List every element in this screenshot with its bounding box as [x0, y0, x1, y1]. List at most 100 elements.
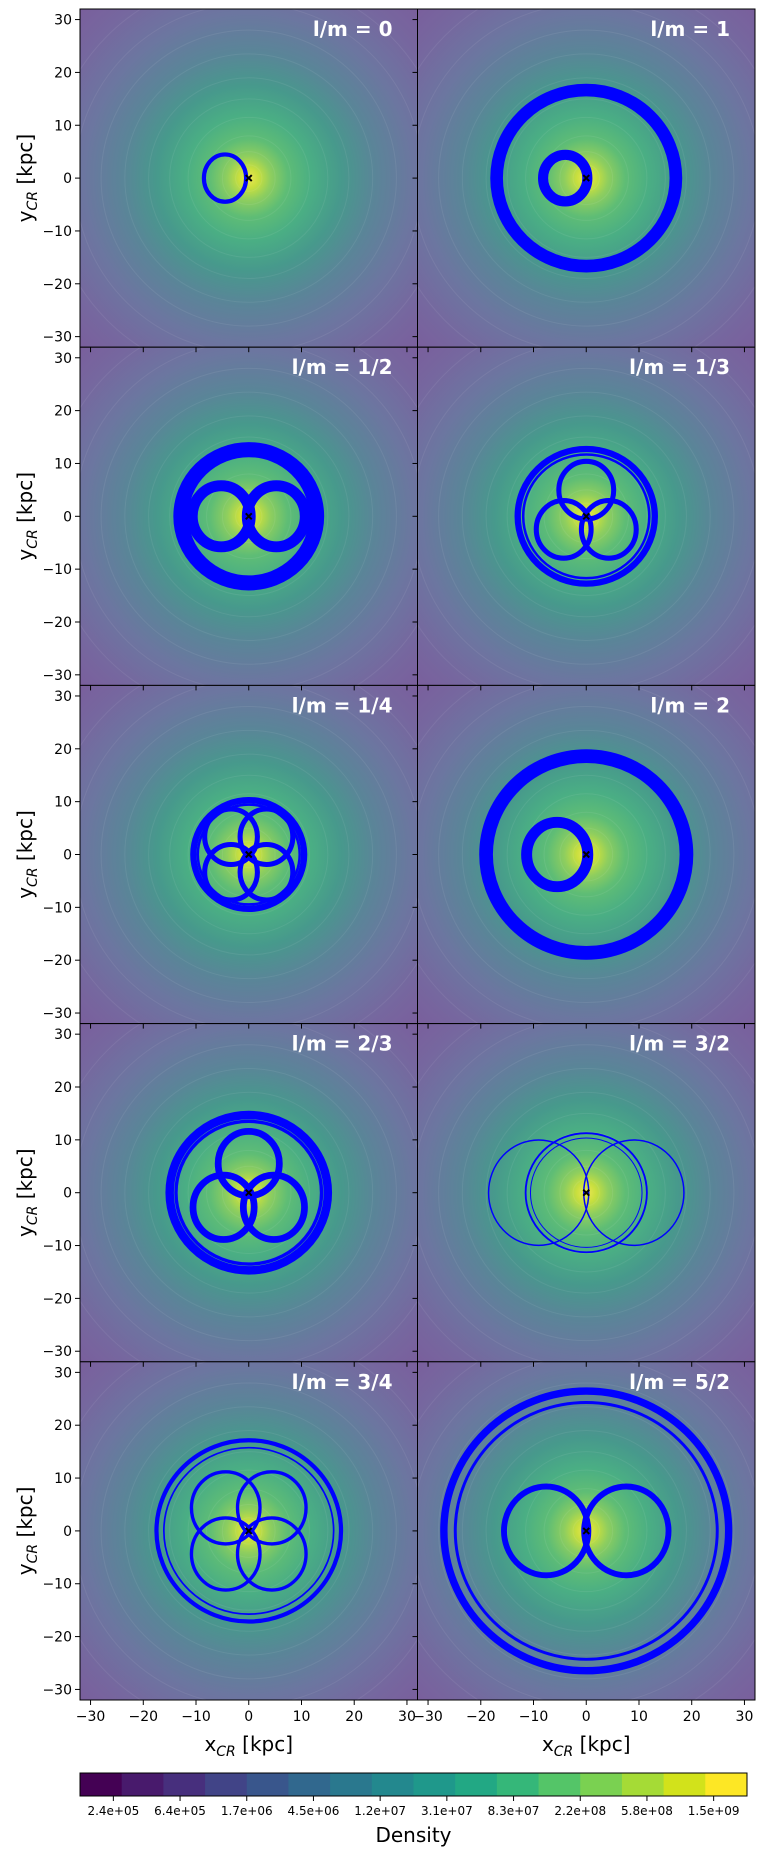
panel-label: l/m = 3/4: [292, 1370, 393, 1394]
panel-label: l/m = 2: [650, 693, 730, 717]
contour-level: [221, 151, 276, 206]
y-tick-label: 20: [54, 1080, 72, 1096]
orbit-trace: [154, 1438, 344, 1624]
contour-level: [124, 729, 374, 980]
orbit-loop: [578, 497, 639, 561]
y-axis-label: yCR [kpc]: [13, 810, 41, 899]
y-tick-label: −30: [42, 1006, 72, 1022]
contour-level: [438, 1044, 735, 1342]
contour-level: [169, 436, 329, 597]
panel-label: l/m = 1/2: [292, 355, 393, 379]
colorbar-tick-label: 4.5e+06: [288, 1804, 340, 1818]
panel-label: l/m = 1/3: [629, 355, 730, 379]
orbit-loop: [174, 1119, 324, 1266]
panel-label: l/m = 0: [313, 17, 393, 41]
orbit-loop: [189, 1470, 262, 1546]
center-marker: [582, 512, 590, 521]
orbit-loop: [556, 458, 617, 522]
axes: −30 −20 −10 0 10 20 30 yCR [kpc] −30 −20 −10 0 10 20 3…: [13, 13, 753, 1760]
contour-level: [235, 1517, 263, 1545]
panel-label: l/m = 3/2: [629, 1032, 730, 1056]
orbit-loop: [479, 749, 694, 960]
orbit-loop: [490, 83, 683, 273]
orbit-loop: [237, 841, 296, 903]
panel-2: l/m = 1/2: [79, 346, 418, 686]
panel-4: l/m = 1/4: [79, 684, 418, 1025]
contour-level: [100, 706, 397, 1003]
orbit-loop: [165, 1110, 333, 1275]
contour-level: [559, 827, 614, 882]
contour-level: [438, 706, 735, 1003]
panel-7: l/m = 3/2: [417, 1023, 756, 1363]
colorbar-tick-label: 8.3e+07: [488, 1804, 540, 1818]
panel-3: l/m = 1/3: [417, 346, 756, 686]
panel-label: l/m = 1/4: [292, 693, 393, 717]
contour-rings: [417, 9, 755, 348]
x-axis-label: xCR [kpc]: [204, 1732, 293, 1760]
orbit-trace: [190, 796, 308, 913]
y-tick-label: 20: [54, 404, 72, 420]
center-marker: [245, 850, 253, 859]
contour-level: [438, 367, 735, 665]
y-tick-label: −10: [42, 562, 72, 578]
contour-level: [148, 415, 350, 618]
y-axis-label: yCR [kpc]: [13, 134, 41, 223]
panel-9: l/m = 5/2: [417, 1361, 756, 1701]
contour-level: [100, 1382, 397, 1680]
contour-level: [169, 98, 329, 258]
contour-level: [506, 1451, 666, 1611]
colorbar-tick-label: 1.5e+09: [688, 1804, 740, 1818]
colorbar-swatch: [496, 1773, 540, 1796]
orbit-loop: [533, 497, 594, 561]
contour-rings: [80, 9, 418, 348]
y-tick-label: 0: [63, 1524, 72, 1540]
contour-level: [485, 1091, 687, 1294]
contour-level: [100, 29, 397, 327]
colorbar-swatch: [621, 1773, 665, 1796]
ticks: −30 −20 −10 0 10 20 30: [42, 1027, 408, 1367]
panel-label: l/m = 5/2: [629, 1370, 730, 1394]
contour-level: [206, 135, 292, 221]
center-marker: [582, 850, 590, 859]
orbit-loop: [501, 1483, 592, 1579]
contour-rings: [80, 685, 418, 1024]
x-tick-label: −20: [466, 1709, 496, 1725]
colorbar-swatch: [205, 1773, 248, 1796]
orbit-trace: [165, 1110, 333, 1275]
y-tick-label: 10: [54, 1471, 72, 1487]
ticks: −30 −20 −10 0 10 20 30 −30 −20 −10 0 10 20 30: [42, 1365, 416, 1725]
contour-level: [221, 827, 276, 882]
colorbar-tick-label: 1.2e+07: [354, 1804, 406, 1818]
y-tick-label: −10: [42, 224, 72, 240]
panel-6: l/m = 2/3: [79, 1023, 418, 1363]
orbit-loop: [202, 841, 260, 903]
y-tick-label: 10: [54, 1133, 72, 1149]
contour-level: [543, 1488, 629, 1574]
contour-level: [235, 164, 263, 192]
y-tick-label: 10: [54, 795, 72, 811]
contour-level: [235, 840, 263, 869]
y-tick-label: −30: [42, 1344, 72, 1360]
y-tick-label: −10: [42, 900, 72, 916]
x-tick-label: 30: [398, 1709, 416, 1725]
contour-level: [187, 793, 310, 916]
y-tick-label: −10: [42, 1239, 72, 1255]
colorbar-swatch: [663, 1773, 706, 1796]
contour-level: [206, 473, 292, 560]
colorbar-swatch: [538, 1773, 581, 1796]
orbit-loop: [154, 1438, 344, 1624]
y-tick-label: −30: [42, 330, 72, 346]
colorbar-tick-label: 2.2e+08: [554, 1804, 606, 1818]
contour-level: [559, 1503, 614, 1558]
contour-level: [461, 53, 711, 303]
y-tick-label: 30: [54, 1027, 72, 1043]
contour-level: [169, 1451, 329, 1611]
colorbar-swatch: [288, 1773, 331, 1796]
contour-level: [187, 1469, 310, 1593]
y-tick-label: −20: [42, 1630, 72, 1646]
colorbar-tick-label: 6.4e+05: [154, 1804, 206, 1818]
colorbar-tick-label: 2.4e+05: [87, 1804, 139, 1818]
ticks: −30 −20 −10 0 10 20 30: [412, 1371, 753, 1725]
contour-level: [461, 1068, 711, 1318]
